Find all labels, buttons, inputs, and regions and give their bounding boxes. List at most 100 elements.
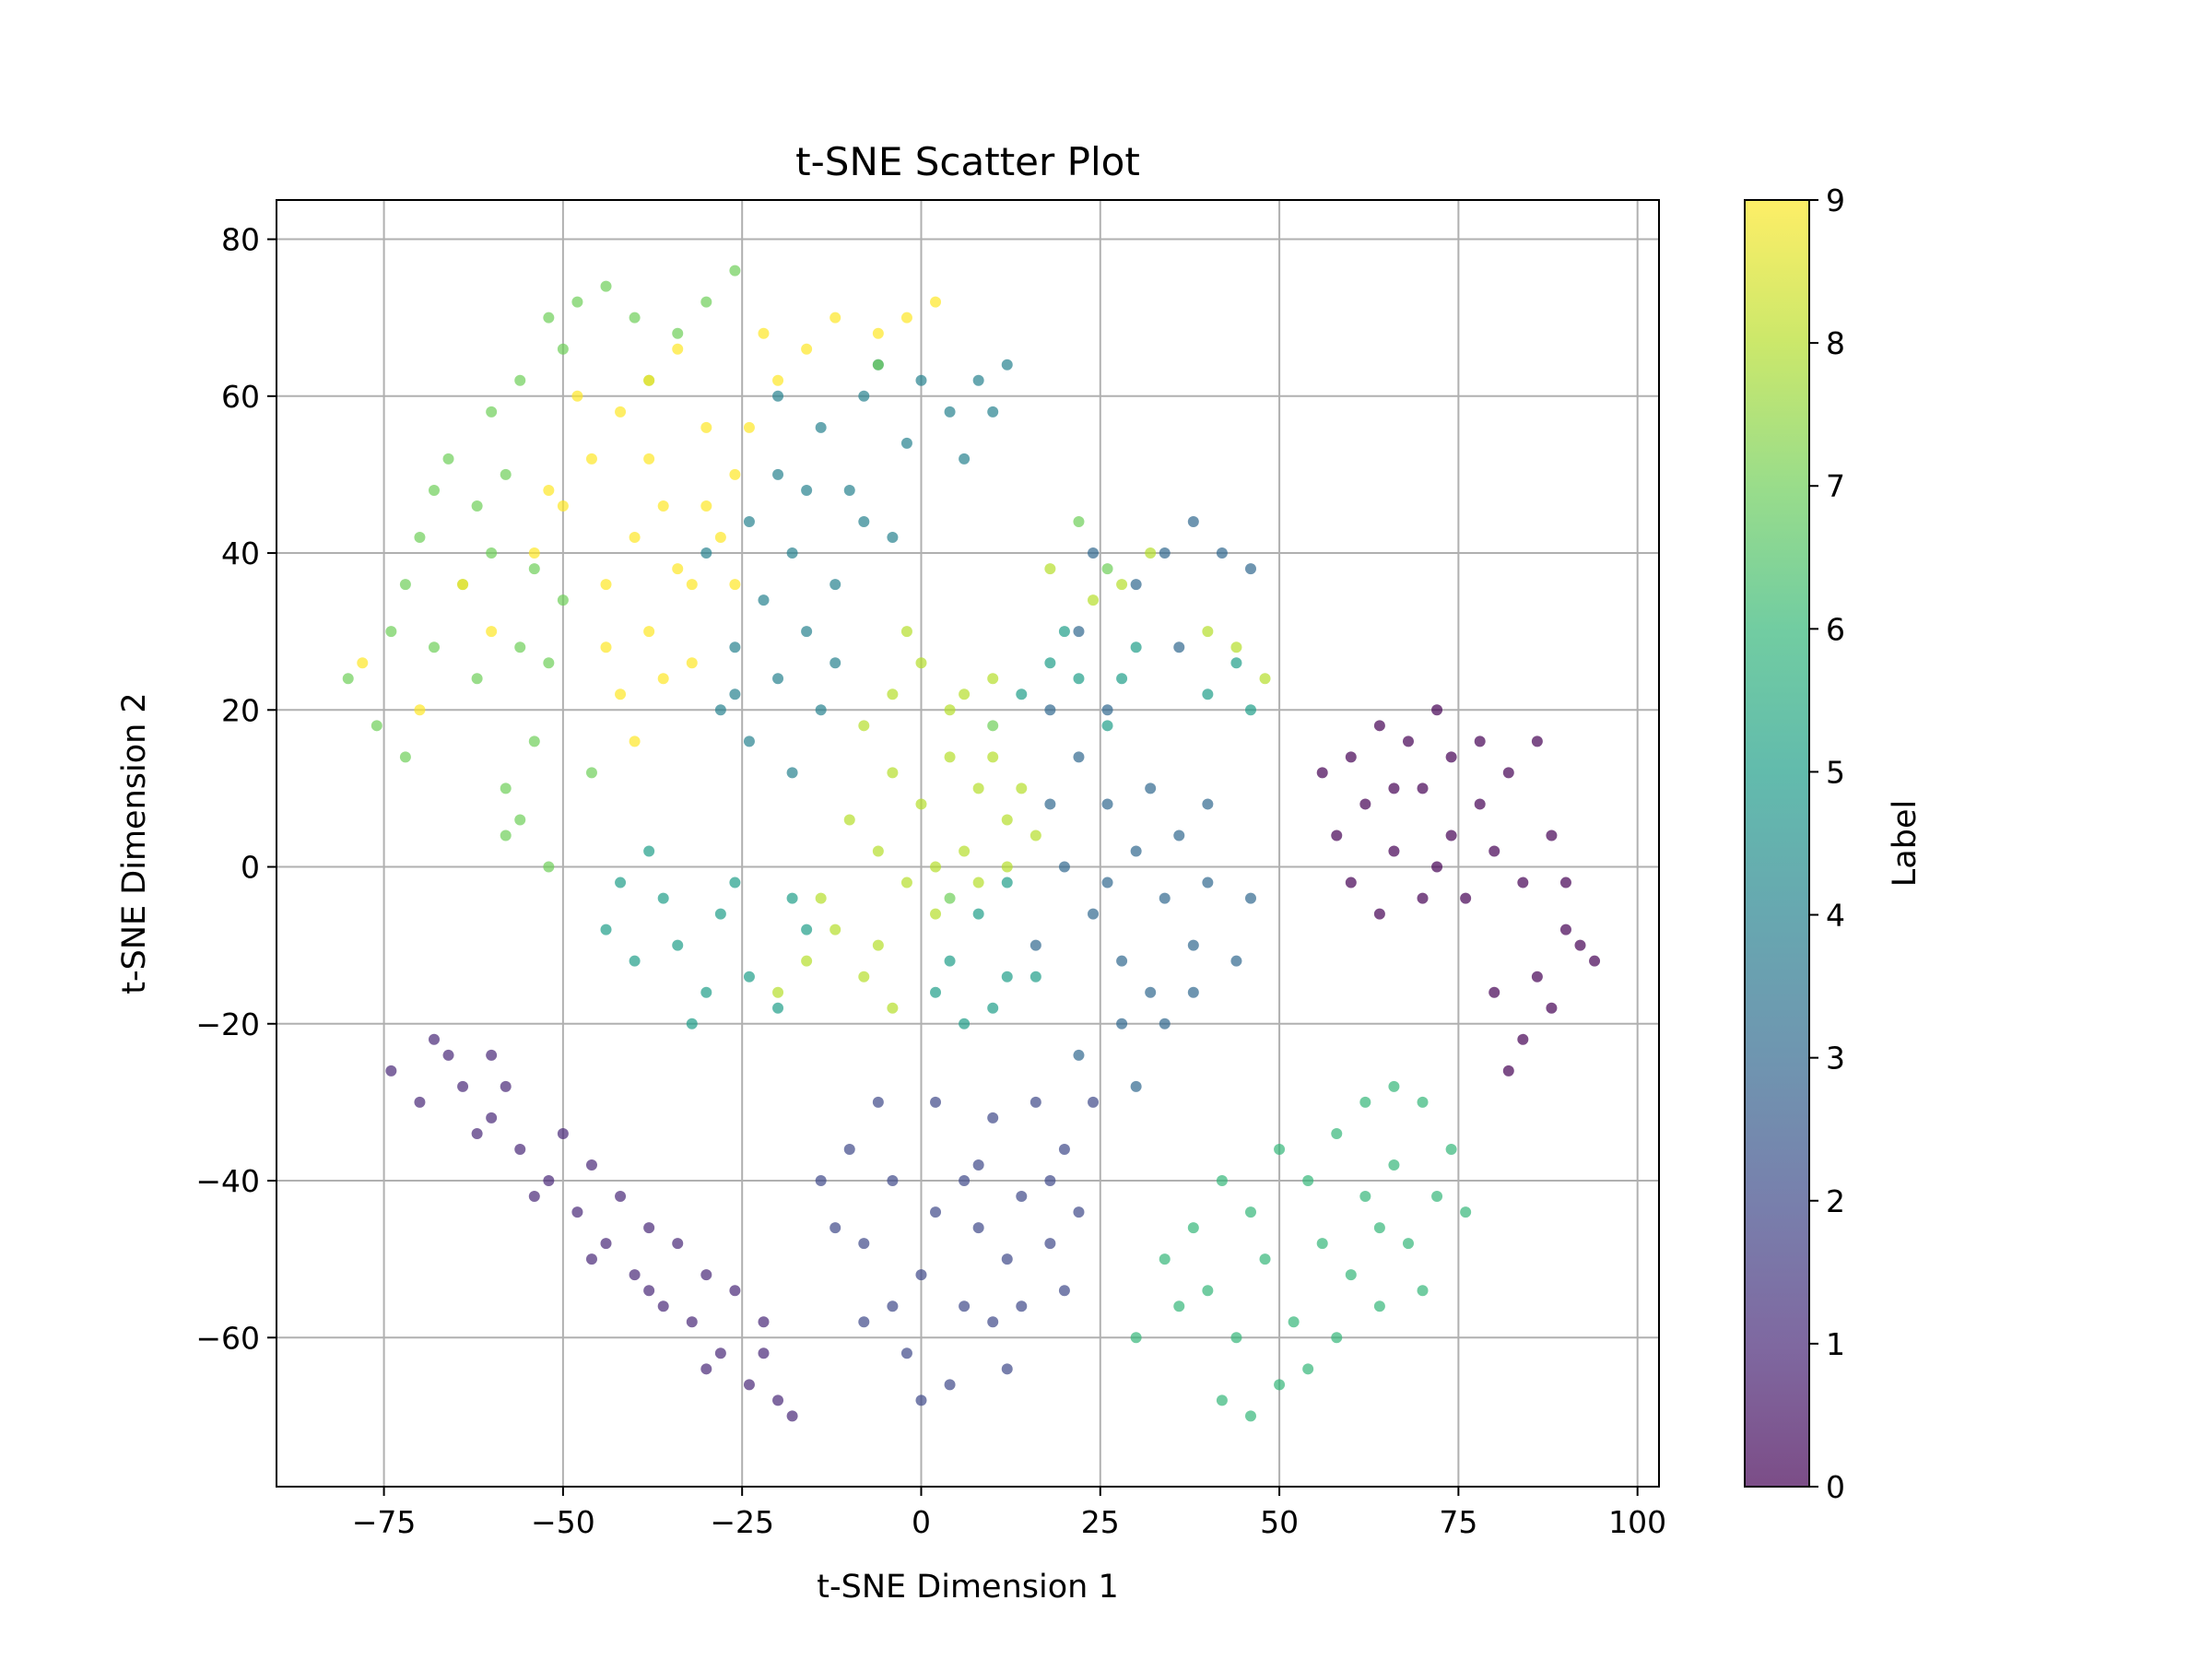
scatter-point — [1574, 939, 1586, 951]
scatter-point — [1044, 704, 1056, 716]
scatter-point — [686, 657, 698, 669]
scatter-point — [1216, 547, 1228, 559]
scatter-point — [585, 767, 597, 779]
scatter-point — [1001, 861, 1013, 873]
scatter-point — [1187, 516, 1199, 527]
scatter-point — [1202, 688, 1214, 700]
scatter-point — [1388, 1159, 1400, 1171]
colorbar-tick-label: 9 — [1826, 182, 1845, 218]
scatter-point — [1345, 877, 1357, 888]
colorbar-frame — [1744, 199, 1810, 1488]
scatter-point — [987, 1112, 999, 1124]
scatter-point — [959, 453, 971, 465]
scatter-point — [987, 673, 999, 685]
scatter-point — [786, 1410, 798, 1422]
scatter-point — [1373, 908, 1385, 920]
scatter-point — [1230, 955, 1242, 967]
scatter-point — [858, 1316, 870, 1328]
scatter-point — [872, 845, 884, 857]
scatter-point — [600, 641, 612, 653]
scatter-point — [700, 500, 712, 512]
scatter-point — [1116, 673, 1128, 685]
scatter-point — [1044, 1238, 1056, 1250]
scatter-point — [815, 421, 827, 433]
colorbar-tick-label: 0 — [1826, 1469, 1845, 1505]
scatter-point — [615, 406, 627, 418]
scatter-point — [1244, 704, 1256, 716]
scatter-point — [959, 1175, 971, 1187]
scatter-point — [930, 296, 942, 308]
scatter-point — [830, 1222, 841, 1234]
scatter-point — [1559, 924, 1571, 935]
scatter-point — [1331, 1127, 1343, 1139]
scatter-point — [1359, 1191, 1371, 1203]
scatter-point — [758, 1316, 770, 1328]
scatter-point — [887, 532, 899, 544]
scatter-point — [900, 877, 912, 888]
scatter-point — [600, 924, 612, 935]
colorbar: 0 1 2 3 4 5 6 7 8 9 Label — [1744, 182, 1924, 1505]
scatter-point — [672, 939, 684, 951]
scatter-point — [1546, 830, 1558, 841]
scatter-point — [428, 1033, 440, 1045]
scatter-point — [528, 547, 540, 559]
scatter-point — [1388, 782, 1400, 794]
scatter-point — [543, 657, 555, 669]
scatter-point — [1016, 782, 1028, 794]
scatter-point — [1159, 547, 1171, 559]
scatter-point — [643, 1285, 655, 1297]
scatter-point — [1288, 1316, 1300, 1328]
scatter-point — [915, 657, 927, 669]
scatter-point — [1116, 1018, 1128, 1030]
scatter-point — [830, 924, 841, 935]
scatter-point — [1173, 830, 1185, 841]
scatter-point — [1159, 1253, 1171, 1265]
scatter-point — [801, 484, 813, 496]
scatter-point — [1460, 892, 1472, 904]
scatter-point — [1388, 845, 1400, 857]
scatter-point — [1388, 1080, 1400, 1092]
scatter-point — [600, 1238, 612, 1250]
scatter-point — [729, 1285, 741, 1297]
scatter-point — [1345, 751, 1357, 763]
scatter-point — [758, 594, 770, 606]
scatter-point — [1431, 704, 1443, 716]
scatter-point — [729, 877, 741, 888]
scatter-point — [1044, 657, 1056, 669]
scatter-point — [1274, 1143, 1286, 1155]
scatter-point — [629, 312, 641, 324]
scatter-point — [972, 1222, 984, 1234]
scatter-point — [1531, 735, 1543, 747]
scatter-point — [1016, 688, 1028, 700]
scatter-point — [557, 500, 569, 512]
colorbar-tick-label: 3 — [1826, 1041, 1845, 1077]
scatter-point — [686, 579, 698, 591]
scatter-point — [1030, 1096, 1041, 1108]
scatter-point — [1202, 626, 1214, 638]
scatter-point — [1531, 971, 1543, 982]
scatter-point — [772, 1394, 784, 1406]
scatter-point — [1001, 971, 1013, 982]
scatter-point — [1488, 986, 1500, 998]
colorbar-tick-label: 4 — [1826, 898, 1845, 934]
scatter-point — [585, 1159, 597, 1171]
scatter-point — [772, 468, 784, 480]
scatter-point — [1101, 877, 1113, 888]
scatter-point — [657, 892, 669, 904]
scatter-point — [772, 986, 784, 998]
scatter-point — [442, 453, 454, 465]
scatter-point — [801, 626, 813, 638]
scatter-point — [843, 1143, 855, 1155]
scatter-point — [743, 421, 755, 433]
scatter-point — [672, 327, 684, 339]
scatter-point — [672, 563, 684, 575]
scatter-point — [643, 1222, 655, 1234]
colorbar-label: Label — [1887, 800, 1924, 887]
y-tick-label: 0 — [241, 850, 260, 886]
y-axis-label: t-SNE Dimension 2 — [116, 692, 153, 994]
scatter-point — [486, 1112, 498, 1124]
x-axis-label: t-SNE Dimension 1 — [817, 1569, 1118, 1606]
scatter-point — [972, 374, 984, 386]
scatter-point — [714, 532, 726, 544]
